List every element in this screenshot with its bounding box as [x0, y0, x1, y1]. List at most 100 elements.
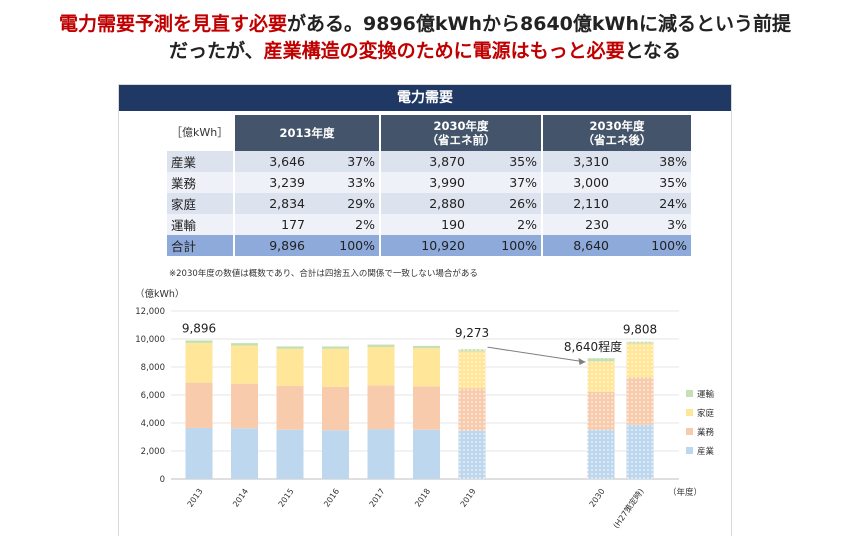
legend-label: 運輸 [697, 389, 715, 400]
bar-segment-家庭 [322, 348, 349, 387]
header-text: 2030年度 （省エネ前） [426, 119, 496, 147]
power-demand-chart: （億kWh） 0 2,000 4,000 6,000 8,000 10,000 12,000 2… [135, 288, 715, 530]
bar-segment-運輸 [276, 346, 304, 349]
data-label: 8,640程度 [564, 339, 622, 354]
bar-hatch [458, 388, 486, 431]
table-cell: 3,310 [541, 151, 613, 172]
table-cell: 3% [613, 214, 691, 235]
bar-segment-運輸 [322, 346, 349, 349]
bar-segment-産業 [231, 428, 258, 479]
x-tick-label: 2016 [322, 487, 341, 509]
table-cell: 2,834 [233, 193, 309, 214]
row-label: 合計 [167, 235, 233, 256]
x-tick-label: 2030 [588, 487, 607, 509]
bar-segment-家庭 [231, 345, 258, 384]
table-cell: 29% [309, 193, 379, 214]
table-cell: 3,990 [379, 172, 469, 193]
table-row: 家庭 2,834 29% 2,880 26% 2,110 24% [167, 193, 691, 214]
table-header-2013: 2013年度 [233, 115, 379, 151]
bar-segment-産業 [322, 430, 349, 479]
bar-hatch [626, 377, 654, 425]
table-cell: 37% [469, 172, 541, 193]
table-total-row: 合計 9,896 100% 10,920 100% 8,640 100% [167, 235, 691, 256]
table-cell: 33% [309, 172, 379, 193]
x-tick-label: 2013 [186, 487, 205, 509]
table-cell: 190 [379, 214, 469, 235]
bar-hatch [458, 349, 486, 352]
y-tick-label: 0 [160, 475, 165, 485]
bar-hatch [626, 343, 654, 378]
headline-segment: がある。9896億kWhから8640億kWhに減るという前提 [287, 13, 792, 35]
bar-hatch [626, 424, 654, 479]
bar-segment-業務 [367, 385, 395, 430]
row-label: 家庭 [167, 193, 233, 214]
table-row: 運輸 177 2% 190 2% 230 3% [167, 214, 691, 235]
bar-hatch [458, 430, 486, 479]
table-cell: 2,880 [379, 193, 469, 214]
x-axis-label: （年度） [668, 487, 702, 498]
headline-segment: だったが、 [168, 40, 264, 62]
y-axis-label: （億kWh） [135, 288, 184, 300]
bar-segment-家庭 [367, 346, 395, 386]
table-cell: 3,239 [233, 172, 309, 193]
legend-label: 産業 [697, 446, 715, 457]
header-text: 2030年度 （省エネ後） [582, 119, 652, 147]
table-cell: 8,640 [541, 235, 613, 256]
table-cell: 2% [309, 214, 379, 235]
bar-segment-業務 [185, 382, 213, 428]
headline-line-2: だったが、産業構造の変換のために電源はもっと必要となる [0, 39, 850, 63]
bar-segment-業務 [413, 386, 440, 430]
table-unit-label: ［億kWh］ [167, 115, 233, 151]
bar-segment-運輸 [413, 345, 440, 349]
legend-swatch [686, 390, 693, 397]
y-tick-label: 4,000 [141, 419, 165, 429]
bar-segment-産業 [276, 429, 304, 479]
bar-hatch [458, 351, 486, 389]
bar-segment-産業 [367, 429, 395, 479]
trend-arrow-line [487, 346, 586, 363]
y-tick-label: 2,000 [141, 447, 165, 457]
y-tick-label: 10,000 [135, 335, 165, 345]
x-tick-label: 2015 [277, 487, 296, 509]
headline-segment: 電力需要予測を見直す必要 [58, 13, 287, 35]
legend-label: 家庭 [697, 408, 715, 419]
table-cell: 100% [309, 235, 379, 256]
header-text: 2013年度 [279, 126, 335, 140]
y-tick-label: 8,000 [141, 363, 165, 373]
slide-title: 電力需要 [119, 85, 731, 111]
row-label: 運輸 [167, 214, 233, 235]
headline-segment: 産業構造の変換のために電源はもっと必要 [263, 40, 625, 62]
table-cell: 100% [469, 235, 541, 256]
bar-segment-家庭 [276, 348, 304, 387]
x-tick-label: 2019 [459, 487, 478, 509]
headline-line-1: 電力需要予測を見直す必要がある。9896億kWhから8640億kWhに減るという… [0, 12, 850, 36]
bar-segment-家庭 [185, 342, 213, 383]
bar-segment-産業 [185, 427, 213, 479]
y-tick-label: 6,000 [141, 391, 165, 401]
bar-hatch [587, 361, 615, 392]
table-cell: 177 [233, 214, 309, 235]
x-tick-label: 2018 [413, 487, 432, 509]
table-cell: 26% [469, 193, 541, 214]
table-cell: 3,870 [379, 151, 469, 172]
trend-arrow-head [578, 358, 586, 366]
legend-swatch [686, 447, 693, 454]
legend-swatch [686, 409, 693, 416]
table-cell: 3,646 [233, 151, 309, 172]
table-cell: 3,000 [541, 172, 613, 193]
bar-segment-運輸 [231, 343, 258, 346]
bar-segment-家庭 [413, 348, 440, 387]
bar-segment-運輸 [185, 340, 213, 343]
table-row: 産業 3,646 37% 3,870 35% 3,310 38% [167, 151, 691, 172]
bar-hatch [587, 429, 615, 479]
table-cell: 35% [613, 172, 691, 193]
table-header-2030-after: 2030年度 （省エネ後） [541, 115, 691, 151]
bar-hatch [587, 358, 615, 362]
bar-segment-業務 [276, 386, 304, 430]
legend-label: 業務 [697, 427, 715, 438]
row-label: 業務 [167, 172, 233, 193]
table-cell: 10,920 [379, 235, 469, 256]
table-cell: 2,110 [541, 193, 613, 214]
power-demand-table: ［億kWh］ 2013年度 2030年度 （省エネ前） 2030年度 （省エネ後… [167, 115, 691, 256]
legend-swatch [686, 428, 693, 435]
